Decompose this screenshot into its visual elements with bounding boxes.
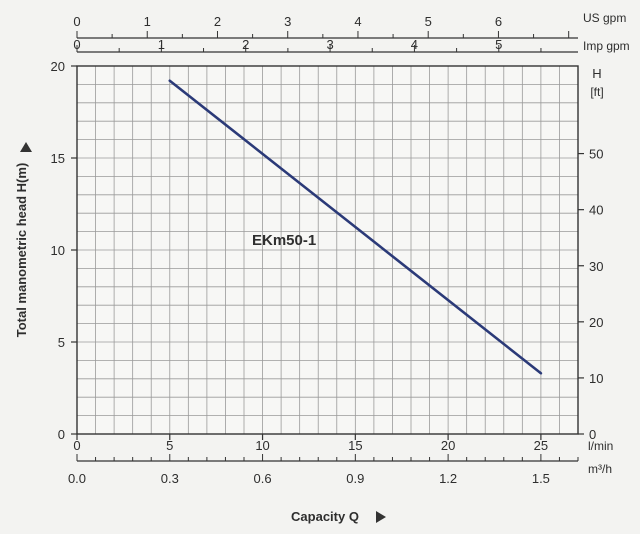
y-tick-label: 5 xyxy=(58,335,65,350)
imp-gpm-tick-label: 5 xyxy=(495,37,502,52)
y-tick-label: 15 xyxy=(51,151,65,166)
us-gpm-tick-label: 0 xyxy=(73,14,80,29)
us-gpm-tick-label: 6 xyxy=(495,14,502,29)
us-gpm-tick-label: 2 xyxy=(214,14,221,29)
m3h-tick-label: 1.5 xyxy=(532,471,550,486)
ft-tick-label: 0 xyxy=(589,427,596,442)
y-tick-label: 20 xyxy=(51,59,65,74)
imp-gpm-tick-label: 4 xyxy=(411,37,418,52)
m3h-tick-label: 0.6 xyxy=(254,471,272,486)
x-tick-label: 0 xyxy=(73,438,80,453)
x-tick-label: 15 xyxy=(348,438,362,453)
y-axis-title: Total manometric head H(m) xyxy=(14,163,29,338)
x-tick-label: 20 xyxy=(441,438,455,453)
us-gpm-unit-label: US gpm xyxy=(583,11,626,25)
m3h-tick-label: 0.3 xyxy=(161,471,179,486)
x-unit-label: l/min xyxy=(588,439,613,453)
right-axis-unit: [ft] xyxy=(590,85,603,99)
right-axis-title: H xyxy=(592,66,601,81)
curve-label: EKm50-1 xyxy=(252,232,316,249)
imp-gpm-tick-label: 0 xyxy=(73,37,80,52)
series-line-ekm50-1 xyxy=(168,79,543,375)
imp-gpm-tick-label: 3 xyxy=(326,37,333,52)
y-tick-label: 10 xyxy=(51,243,65,258)
imp-gpm-unit-label: Imp gpm xyxy=(583,39,630,53)
ft-tick-label: 50 xyxy=(589,147,603,162)
x-axis-arrow-icon xyxy=(376,511,386,523)
us-gpm-tick-label: 5 xyxy=(425,14,432,29)
ft-tick-label: 30 xyxy=(589,259,603,274)
m3h-tick-label: 1.2 xyxy=(439,471,457,486)
x-tick-label: 5 xyxy=(166,438,173,453)
imp-gpm-tick-label: 1 xyxy=(158,37,165,52)
ft-tick-label: 40 xyxy=(589,203,603,218)
us-gpm-tick-label: 4 xyxy=(354,14,361,29)
ft-tick-label: 20 xyxy=(589,315,603,330)
m3h-tick-label: 0.0 xyxy=(68,471,86,486)
us-gpm-tick-label: 3 xyxy=(284,14,291,29)
m3h-unit-label: m³/h xyxy=(588,462,612,476)
us-gpm-tick-label: 1 xyxy=(144,14,151,29)
x-axis-title: Capacity Q xyxy=(291,509,359,524)
m3h-tick-label: 0.9 xyxy=(346,471,364,486)
x-tick-label: 25 xyxy=(534,438,548,453)
y-axis-arrow-icon xyxy=(20,142,32,152)
y-tick-label: 0 xyxy=(58,427,65,442)
x-tick-label: 10 xyxy=(255,438,269,453)
ft-tick-label: 10 xyxy=(589,371,603,386)
imp-gpm-tick-label: 2 xyxy=(242,37,249,52)
